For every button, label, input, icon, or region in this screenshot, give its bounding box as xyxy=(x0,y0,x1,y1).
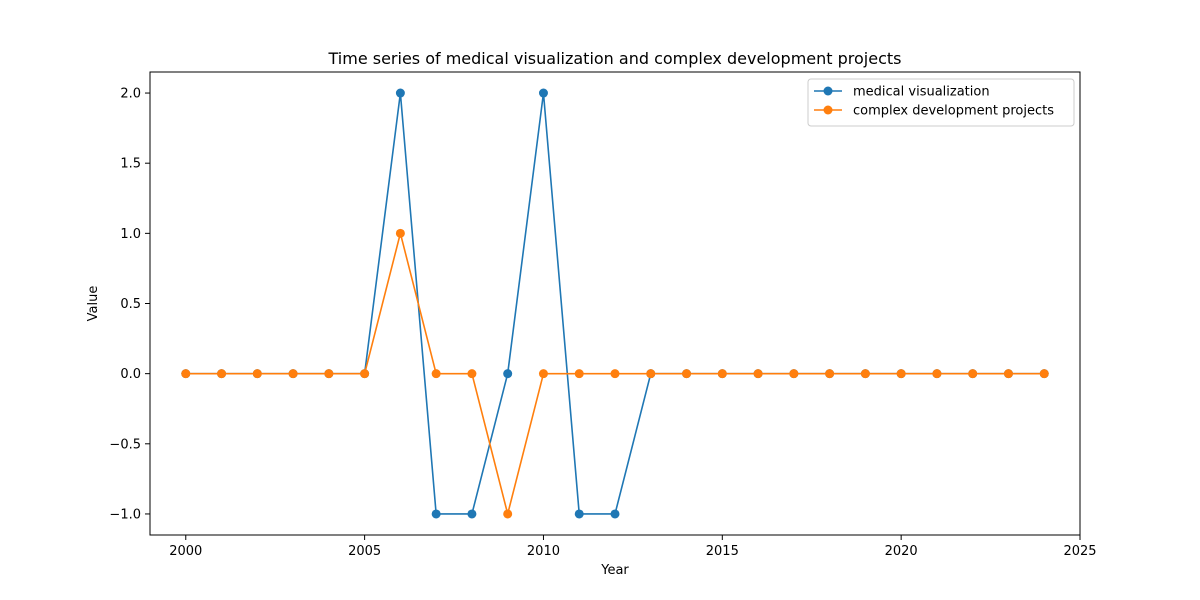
legend-swatch-marker xyxy=(823,86,833,96)
plot-area xyxy=(149,71,1081,536)
x-tick-label: 2010 xyxy=(527,544,560,559)
data-point xyxy=(503,369,513,379)
data-point xyxy=(825,369,835,379)
data-point xyxy=(682,369,692,379)
data-point xyxy=(538,88,548,98)
data-point xyxy=(717,369,727,379)
data-point xyxy=(181,369,191,379)
series-1 xyxy=(181,88,1049,519)
y-tick-label: 0.0 xyxy=(120,367,141,382)
y-tick-label: 1.0 xyxy=(120,227,141,242)
y-axis-label: Value xyxy=(86,286,101,322)
data-point xyxy=(467,509,477,519)
legend-item: medical visualization xyxy=(814,85,990,100)
data-point xyxy=(968,369,978,379)
data-point xyxy=(574,369,584,379)
legend-item: complex development projects xyxy=(814,104,1054,119)
data-point xyxy=(324,369,334,379)
data-point xyxy=(288,369,298,379)
x-axis: 2000 2005 2010 2015 2020 2025 xyxy=(169,535,1097,559)
data-point xyxy=(431,369,441,379)
data-point xyxy=(610,369,620,379)
x-tick-label: 2005 xyxy=(348,544,381,559)
data-point xyxy=(467,369,477,379)
series-layer xyxy=(181,88,1049,519)
x-tick-label: 2020 xyxy=(885,544,918,559)
data-point xyxy=(217,369,227,379)
data-point xyxy=(1003,369,1013,379)
y-tick-label: 1.5 xyxy=(120,157,141,172)
data-point xyxy=(896,369,906,379)
data-point xyxy=(360,369,370,379)
x-tick-label: 2025 xyxy=(1063,544,1096,559)
data-point xyxy=(252,369,262,379)
x-axis-label: Year xyxy=(600,563,629,578)
data-point xyxy=(503,509,513,519)
legend-label: medical visualization xyxy=(853,85,990,100)
legend-box xyxy=(807,78,1075,127)
data-point xyxy=(538,369,548,379)
series-line xyxy=(185,92,1045,515)
legend-label: complex development projects xyxy=(853,104,1054,119)
data-point xyxy=(753,369,763,379)
y-tick-label: 2.0 xyxy=(120,87,141,102)
y-tick-label: 0.5 xyxy=(120,297,141,312)
legend-swatch-marker xyxy=(823,105,833,115)
y-tick-label: −1.0 xyxy=(109,507,141,522)
y-axis: −1.0 −0.5 0.0 0.5 1.0 1.5 2.0 xyxy=(109,87,150,522)
data-point xyxy=(610,509,620,519)
series-2 xyxy=(181,228,1049,519)
data-point xyxy=(395,228,405,238)
data-point xyxy=(646,369,656,379)
data-point xyxy=(860,369,870,379)
x-tick-label: 2015 xyxy=(706,544,739,559)
y-tick-label: −0.5 xyxy=(109,437,141,452)
x-tick-label: 2000 xyxy=(169,544,202,559)
data-point xyxy=(789,369,799,379)
chart-title: Time series of medical visualization and… xyxy=(328,49,902,68)
data-point xyxy=(395,88,405,98)
data-point xyxy=(1039,369,1049,379)
legend: medical visualization complex development… xyxy=(807,78,1075,127)
data-point xyxy=(431,509,441,519)
data-point xyxy=(574,509,584,519)
data-point xyxy=(932,369,942,379)
